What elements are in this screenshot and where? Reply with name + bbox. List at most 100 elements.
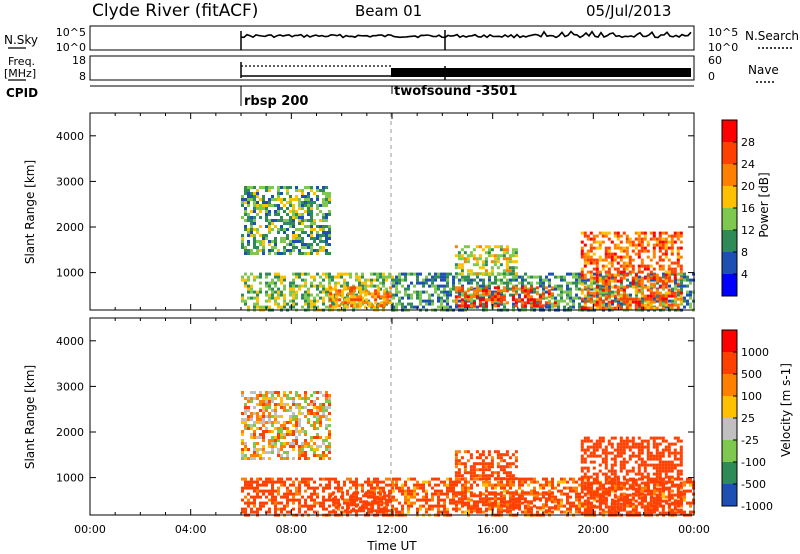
velocity-cell — [628, 469, 632, 473]
power-cell — [664, 276, 668, 280]
power-cell — [634, 303, 638, 307]
velocity-cell — [295, 477, 298, 481]
power-cell — [680, 278, 683, 282]
velocity-cell — [289, 430, 292, 433]
power-cell — [484, 269, 488, 273]
velocity-cell — [310, 448, 313, 451]
velocity-cell — [247, 418, 250, 421]
velocity-cell — [517, 497, 521, 501]
velocity-cell — [289, 433, 292, 436]
velocity-cell — [637, 436, 641, 440]
power-cell — [467, 293, 470, 297]
velocity-cell — [487, 450, 491, 454]
velocity-cell — [425, 489, 428, 493]
velocity-cell — [554, 495, 557, 499]
velocity-cell — [343, 498, 346, 502]
power-cell — [640, 294, 644, 298]
velocity-cell — [241, 507, 244, 511]
colorbar-tick-label: 12 — [741, 224, 755, 237]
power-cell — [367, 290, 370, 294]
power-cell — [502, 254, 506, 258]
velocity-cell — [454, 471, 458, 475]
velocity-cell — [628, 493, 632, 497]
power-cell — [613, 252, 617, 256]
power-cell — [508, 254, 512, 258]
velocity-cell — [545, 483, 548, 487]
power-cell — [469, 272, 473, 276]
power-cell — [401, 284, 404, 288]
velocity-cell — [659, 477, 662, 481]
power-cell — [472, 263, 476, 267]
velocity-cell — [469, 506, 473, 510]
power-cell — [658, 291, 662, 295]
velocity-cell — [496, 506, 500, 510]
power-cell — [595, 306, 599, 310]
power-cell — [335, 292, 339, 296]
velocity-cell — [517, 503, 521, 507]
power-cell — [247, 305, 250, 309]
power-cell — [262, 234, 265, 237]
power-cell — [622, 255, 626, 259]
velocity-cell — [458, 480, 461, 484]
velocity-cell — [601, 439, 605, 443]
power-cell — [292, 237, 295, 240]
velocity-cell — [683, 510, 686, 514]
power-cell — [646, 285, 650, 289]
power-cell — [277, 252, 280, 255]
velocity-cell — [664, 463, 668, 467]
power-cell — [634, 246, 638, 250]
power-cell — [422, 281, 425, 285]
velocity-cell — [365, 491, 369, 495]
velocity-cell — [241, 451, 244, 454]
power-cell — [359, 304, 363, 308]
power-cell — [469, 295, 473, 299]
velocity-cell — [484, 474, 488, 478]
power-cell — [262, 198, 265, 201]
power-cell — [557, 305, 560, 309]
power-cell — [622, 249, 626, 253]
power-cell — [655, 288, 659, 292]
velocity-cell — [676, 475, 680, 479]
velocity-cell — [271, 430, 274, 433]
power-cell — [277, 189, 280, 192]
velocity-cell — [566, 492, 569, 496]
velocity-cell — [241, 412, 244, 415]
velocity-cell — [512, 480, 515, 484]
power-cell — [364, 284, 367, 288]
velocity-cell — [259, 477, 262, 481]
velocity-cell — [506, 483, 509, 487]
power-cell — [329, 289, 333, 293]
velocity-cell — [637, 445, 641, 449]
power-cell — [625, 273, 629, 277]
velocity-cell — [592, 466, 596, 470]
velocity-cell — [458, 477, 461, 481]
power-cell — [641, 299, 644, 303]
power-cell — [670, 261, 674, 265]
power-cell — [493, 298, 497, 302]
power-cell — [310, 207, 313, 210]
velocity-cell — [271, 439, 274, 442]
velocity-cell — [679, 469, 683, 473]
velocity-cell — [259, 418, 262, 421]
power-cell — [374, 289, 378, 293]
power-cell — [376, 302, 379, 306]
power-cell — [322, 240, 325, 243]
velocity-cell — [643, 496, 647, 500]
velocity-cell — [586, 496, 590, 500]
power-cell — [575, 278, 578, 282]
power-cell — [503, 275, 506, 279]
power-cell — [481, 298, 485, 302]
power-cell — [652, 294, 656, 298]
velocity-cell — [584, 477, 587, 481]
power-cell — [481, 248, 485, 252]
velocity-cell — [586, 454, 590, 458]
power-cell — [541, 304, 545, 308]
power-cell — [604, 285, 608, 289]
power-cell — [493, 257, 497, 261]
velocity-cell — [533, 489, 536, 493]
velocity-cell — [319, 406, 322, 409]
power-cell — [392, 281, 395, 285]
velocity-cell — [457, 497, 461, 501]
velocity-cell — [578, 501, 581, 505]
power-cell — [304, 252, 307, 255]
